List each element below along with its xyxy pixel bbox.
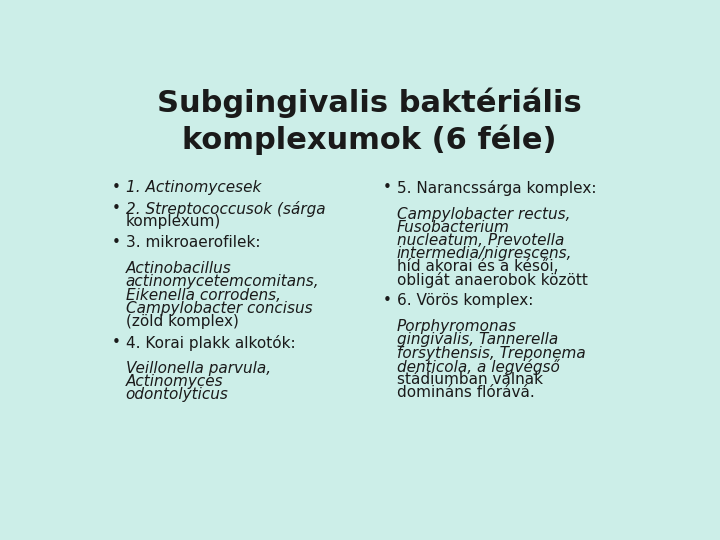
Text: 2. Streptococcusok (sárga: 2. Streptococcusok (sárga (126, 201, 325, 217)
Text: gingivalis, Tannerella: gingivalis, Tannerella (397, 333, 558, 347)
Text: Campylobacter rectus,: Campylobacter rectus, (397, 207, 570, 221)
Text: Fusobacterium: Fusobacterium (397, 220, 510, 235)
Text: híd akorai és a késői,: híd akorai és a késői, (397, 259, 559, 274)
Text: •: • (112, 180, 120, 195)
Text: obligát anaerobok között: obligát anaerobok között (397, 272, 588, 288)
Text: •: • (112, 201, 120, 216)
Text: (zöld komplex): (zöld komplex) (126, 314, 238, 329)
Text: •: • (383, 180, 392, 195)
Text: Campylobacter concisus: Campylobacter concisus (126, 301, 312, 316)
Text: •: • (112, 335, 120, 350)
Text: Veillonella parvula,: Veillonella parvula, (126, 361, 271, 376)
Text: intermedia/nigrescens,: intermedia/nigrescens, (397, 246, 572, 261)
Text: 4. Korai plakk alkotók:: 4. Korai plakk alkotók: (126, 335, 295, 350)
Text: Actinomyces: Actinomyces (126, 374, 223, 389)
Text: forsythensis, Treponema: forsythensis, Treponema (397, 346, 585, 361)
Text: •: • (112, 235, 120, 250)
Text: Actinobacillus: Actinobacillus (126, 261, 231, 276)
Text: stádiumban válnak: stádiumban válnak (397, 372, 543, 387)
Text: actinomycetemcomitans,: actinomycetemcomitans, (126, 274, 319, 289)
Text: Eikenella corrodens,: Eikenella corrodens, (126, 288, 281, 302)
Text: domináns flórává.: domináns flórává. (397, 385, 535, 400)
Text: 5. Narancssárga komplex:: 5. Narancssárga komplex: (397, 180, 596, 197)
Text: 1. Actinomycesek: 1. Actinomycesek (126, 180, 261, 195)
Text: odontolyticus: odontolyticus (126, 387, 228, 402)
Text: 3. mikroaerofilek:: 3. mikroaerofilek: (126, 235, 260, 250)
Text: •: • (383, 293, 392, 308)
Text: nucleatum, Prevotella: nucleatum, Prevotella (397, 233, 564, 248)
Text: 6. Vörös komplex:: 6. Vörös komplex: (397, 293, 534, 308)
Text: Subgingivalis baktériális
komplexumok (6 féle): Subgingivalis baktériális komplexumok (6… (157, 88, 581, 155)
Text: komplexum): komplexum) (126, 214, 221, 230)
Text: denticola, a legvégső: denticola, a legvégső (397, 359, 559, 375)
Text: Porphyromonas: Porphyromonas (397, 319, 517, 334)
